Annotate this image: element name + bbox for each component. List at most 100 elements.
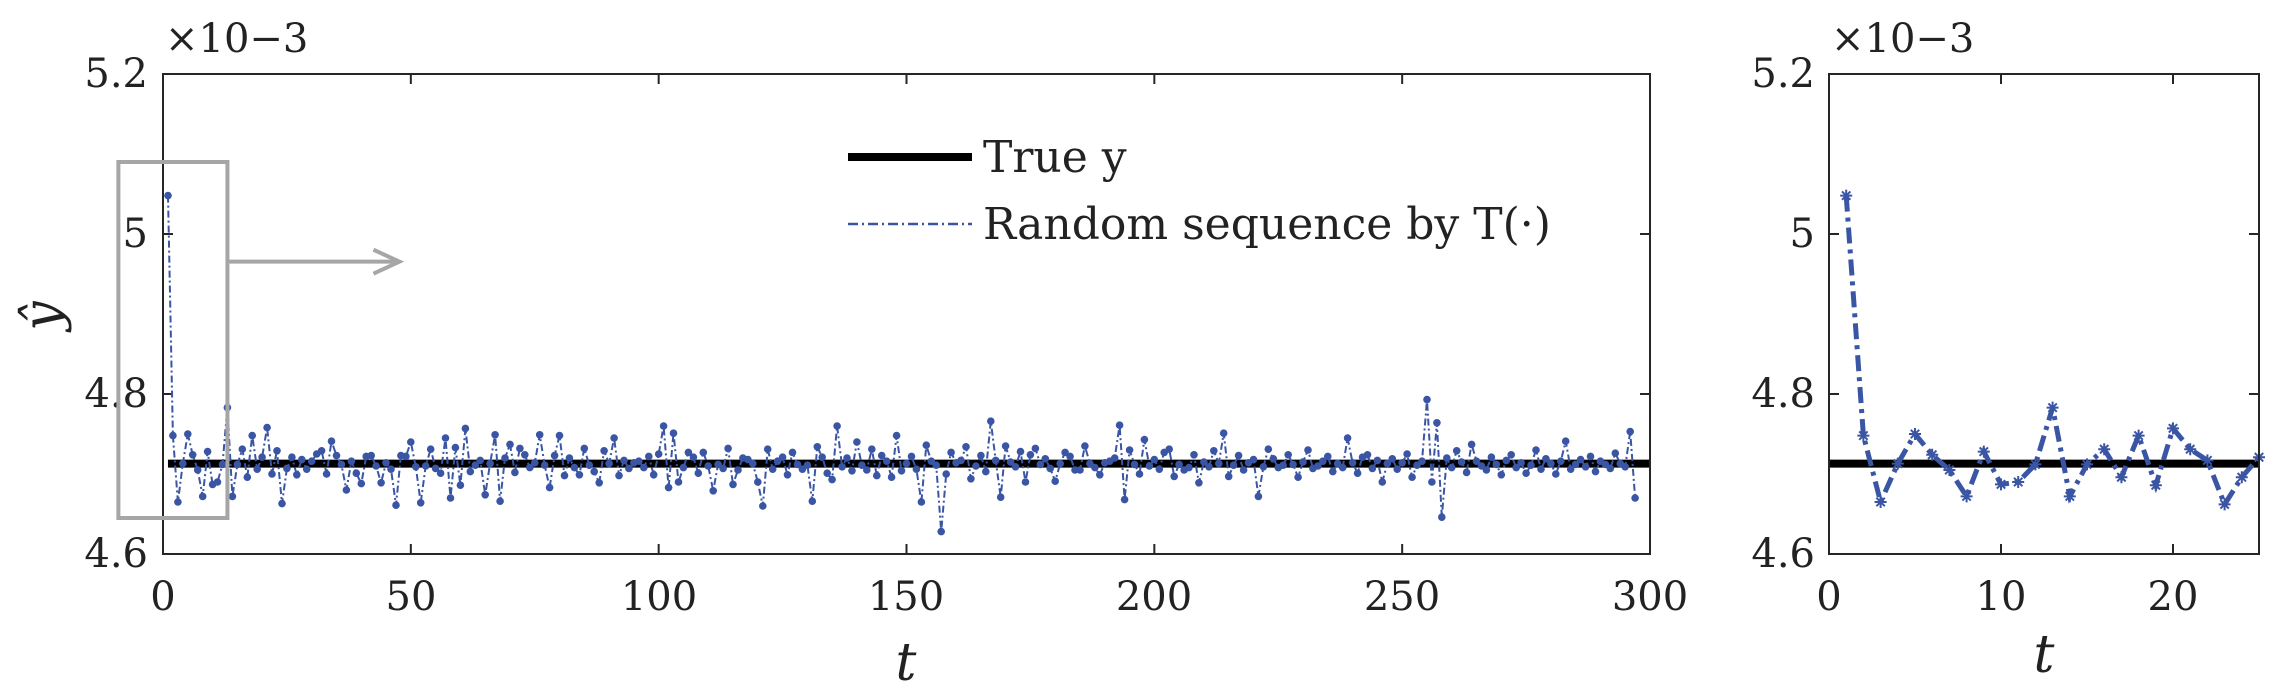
random-sequence-point (853, 438, 861, 446)
random-sequence-point (625, 464, 633, 473)
random-sequence-point (873, 471, 881, 480)
random-sequence-point (407, 438, 415, 446)
random-sequence-point (531, 459, 539, 467)
left-ytick-label: 4.6 (84, 531, 148, 577)
random-sequence-point (808, 497, 817, 506)
random-sequence-point (649, 471, 658, 479)
random-sequence-point (1205, 463, 1213, 471)
random-sequence-point (1487, 453, 1496, 462)
random-sequence-point (1091, 463, 1099, 472)
right-plot-area (1828, 73, 2265, 555)
left-xtick-label: 150 (868, 574, 944, 620)
random-sequence-point (967, 475, 975, 483)
random-sequence-point (788, 448, 797, 457)
random-sequence-point (768, 465, 777, 474)
random-sequence-point (848, 467, 856, 475)
random-sequence-point (1522, 469, 1530, 478)
right-ytick-label: 4.8 (1751, 371, 1815, 417)
left-panel: 5.2 5 4.8 4.6 0 50 100 150 200 250 300 ×… (13, 16, 1688, 693)
left-xtick-label: 200 (1116, 574, 1192, 620)
random-sequence-point (426, 445, 435, 454)
random-sequence-point (1150, 455, 1159, 464)
left-plot-area (162, 73, 1651, 555)
random-sequence-point (947, 448, 955, 457)
random-sequence-point (1591, 467, 1600, 476)
random-sequence-point (1926, 448, 1939, 461)
random-sequence-point (1462, 468, 1471, 477)
random-sequence-point (759, 502, 767, 510)
random-sequence-point (164, 191, 172, 200)
random-sequence-point (1234, 451, 1243, 460)
random-sequence-point (803, 461, 812, 470)
legend-random-sequence-label: Random sequence by T(·) (983, 199, 1551, 250)
left-ytick-label: 5.2 (84, 51, 148, 97)
random-sequence-point (253, 465, 261, 474)
random-sequence-point (1378, 478, 1387, 486)
random-sequence-point (471, 461, 480, 470)
random-sequence-point (461, 424, 470, 433)
random-sequence-point (793, 460, 802, 469)
random-sequence-point (412, 463, 420, 471)
random-sequence-point (1229, 461, 1238, 470)
random-sequence-point (560, 471, 569, 480)
random-sequence-point (446, 494, 455, 502)
random-sequence-point (1891, 457, 1904, 470)
random-sequence-point (1452, 447, 1461, 455)
random-sequence-point (2063, 490, 2076, 503)
random-sequence-point (957, 456, 965, 465)
random-sequence-point (367, 451, 376, 460)
random-sequence-point (1428, 478, 1436, 486)
random-sequence-point (347, 457, 356, 466)
random-sequence-point (317, 447, 326, 455)
random-sequence-point (1482, 466, 1491, 474)
random-sequence-point (1611, 449, 1620, 458)
right-xtick-label: 10 (1976, 574, 2027, 620)
random-sequence-point (828, 475, 836, 484)
random-sequence-point (436, 469, 445, 478)
random-sequence-point (600, 447, 608, 455)
random-sequence-point (540, 461, 549, 470)
random-sequence-point (1338, 463, 1347, 472)
random-sequence-point (179, 459, 187, 468)
random-sequence-point (1076, 466, 1084, 474)
left-xtick-label: 50 (386, 574, 437, 620)
random-sequence-point (506, 440, 514, 449)
random-sequence-point (659, 422, 668, 430)
random-sequence-point (451, 443, 460, 452)
random-sequence-point (283, 464, 291, 473)
random-sequence-point (293, 471, 301, 479)
random-sequence-point (570, 463, 579, 472)
random-sequence-point (1279, 461, 1287, 470)
random-sequence-point (491, 431, 499, 439)
random-sequence-point (1329, 467, 1337, 476)
random-sequence-point (719, 464, 727, 473)
random-sequence-point (476, 456, 485, 465)
right-y-multiplier: ×10−3 (1831, 16, 1974, 62)
random-sequence-point (1140, 435, 1149, 444)
random-sequence-point (962, 443, 970, 451)
random-sequence-point (1314, 462, 1322, 470)
random-sequence-point (922, 441, 931, 450)
random-sequence-point (1433, 419, 1441, 427)
random-sequence-point (1348, 459, 1357, 467)
random-sequence-point (1368, 464, 1377, 473)
random-sequence-point (1304, 446, 1312, 454)
random-sequence-point (1502, 456, 1511, 465)
random-sequence-point (689, 453, 698, 462)
random-sequence-point (1542, 455, 1550, 463)
random-sequence-point (1960, 490, 1973, 503)
random-sequence-point (1621, 463, 1629, 471)
random-sequence-point (2046, 401, 2059, 414)
random-sequence-point (193, 466, 202, 474)
random-sequence-point (1512, 463, 1520, 472)
random-sequence-point (1299, 458, 1307, 466)
random-sequence-point (882, 457, 891, 466)
random-sequence-point (1115, 421, 1124, 430)
random-sequence-point (238, 445, 247, 454)
random-sequence-point (233, 460, 242, 469)
random-sequence-point (1552, 470, 1560, 478)
random-sequence-point (694, 469, 703, 478)
random-sequence-point (1561, 437, 1570, 446)
random-sequence-point (833, 422, 841, 430)
random-sequence-point (858, 461, 866, 470)
